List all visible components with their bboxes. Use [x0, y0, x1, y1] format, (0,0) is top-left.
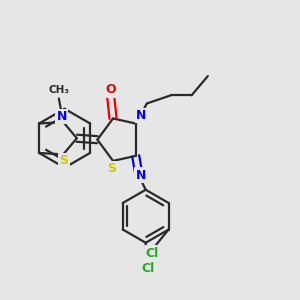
Text: N: N — [136, 169, 146, 182]
Text: N: N — [136, 109, 146, 122]
Text: Cl: Cl — [141, 262, 154, 275]
Text: S: S — [59, 154, 68, 167]
Text: S: S — [107, 162, 116, 175]
Text: N: N — [57, 110, 67, 123]
Text: CH₃: CH₃ — [48, 85, 69, 95]
Text: Cl: Cl — [146, 247, 159, 260]
Text: O: O — [105, 83, 116, 96]
